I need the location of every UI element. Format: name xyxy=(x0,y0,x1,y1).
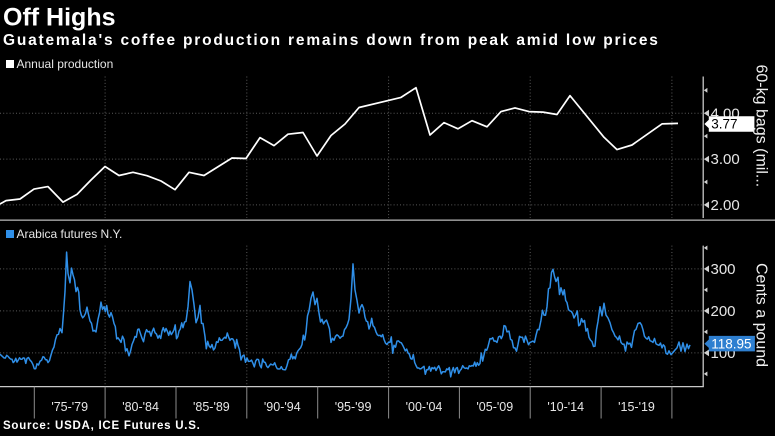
svg-text:3.77: 3.77 xyxy=(711,117,737,132)
svg-text:Source: USDA, ICE Futures U.S.: Source: USDA, ICE Futures U.S. xyxy=(3,420,201,432)
svg-text:'75-'79: '75-'79 xyxy=(51,400,88,414)
svg-text:60-kg bags (mil...: 60-kg bags (mil... xyxy=(753,65,770,188)
svg-text:300: 300 xyxy=(711,261,736,278)
svg-text:'85-'89: '85-'89 xyxy=(193,400,230,414)
svg-text:'10-'14: '10-'14 xyxy=(547,400,584,414)
svg-text:Guatemala's coffee production: Guatemala's coffee production remains do… xyxy=(3,32,660,49)
svg-text:Arabica futures N.Y.: Arabica futures N.Y. xyxy=(17,227,123,241)
svg-text:3.00: 3.00 xyxy=(711,151,740,168)
svg-text:'05-'09: '05-'09 xyxy=(476,400,513,414)
svg-text:'95-'99: '95-'99 xyxy=(335,400,372,414)
svg-text:'80-'84: '80-'84 xyxy=(122,400,159,414)
svg-text:118.95: 118.95 xyxy=(711,336,751,351)
svg-text:'00-'04: '00-'04 xyxy=(406,400,443,414)
svg-text:Off Highs: Off Highs xyxy=(3,4,116,32)
svg-text:Cents a pound: Cents a pound xyxy=(753,263,770,367)
svg-text:2.00: 2.00 xyxy=(711,197,740,214)
svg-text:200: 200 xyxy=(711,303,736,320)
svg-text:'15-'19: '15-'19 xyxy=(618,400,655,414)
svg-text:Annual production: Annual production xyxy=(17,57,114,71)
svg-text:'90-'94: '90-'94 xyxy=(264,400,301,414)
